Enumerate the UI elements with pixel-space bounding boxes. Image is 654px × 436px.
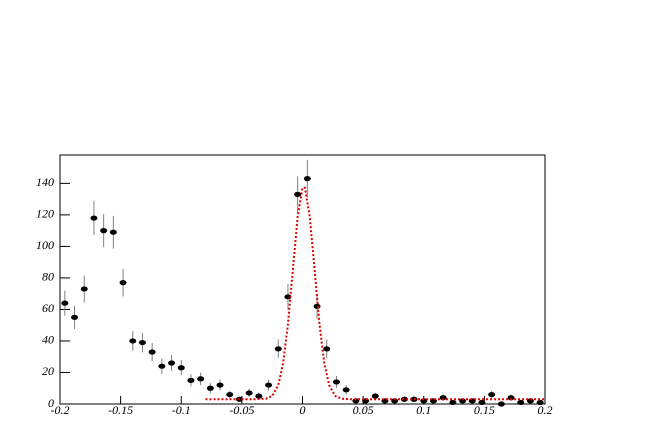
y-tick-label: 60: [42, 301, 54, 315]
data-point: [187, 377, 195, 383]
data-point: [459, 398, 467, 404]
x-tick-label: 0.05: [353, 403, 374, 417]
data-point: [274, 346, 282, 352]
data-point: [148, 349, 156, 355]
data-point: [197, 376, 205, 382]
y-tick-label: 0: [48, 396, 54, 410]
x-tick-label: 0: [300, 403, 306, 417]
data-point: [61, 300, 69, 306]
data-point: [342, 387, 350, 393]
data-point: [168, 360, 176, 366]
y-tick-label: 40: [42, 333, 54, 347]
y-tick-label: 20: [42, 364, 54, 378]
data-point: [507, 395, 515, 401]
plot-frame: [59, 154, 546, 405]
y-tick-label: 100: [36, 238, 54, 252]
data-point: [284, 294, 292, 300]
x-tick-label: 0.2: [538, 403, 553, 417]
data-point: [216, 382, 224, 388]
data-point: [226, 391, 234, 398]
fit-curve: [205, 186, 545, 401]
x-tick-label: 0.1: [416, 403, 431, 417]
data-point: [265, 382, 273, 388]
data-point: [391, 398, 399, 404]
data-point: [488, 391, 496, 398]
data-point: [129, 338, 137, 344]
data-point: [303, 176, 311, 182]
data-point: [177, 365, 185, 371]
y-tick-label: 80: [42, 270, 54, 284]
data-point: [109, 229, 117, 235]
data-point: [371, 393, 379, 399]
y-tick-label: 140: [36, 175, 54, 189]
data-point: [517, 399, 525, 406]
data-point: [80, 286, 88, 292]
data-point: [245, 390, 253, 396]
data-point: [90, 215, 98, 221]
x-tick-label: -0.2: [51, 403, 70, 417]
data-point: [410, 396, 418, 402]
data-point: [420, 398, 428, 404]
data-point: [138, 339, 146, 346]
data-point: [526, 398, 534, 404]
data-point: [158, 363, 166, 369]
data-point: [439, 395, 447, 401]
data-point: [400, 396, 408, 402]
data-point: [255, 393, 263, 399]
data-point: [323, 346, 331, 352]
data-point: [294, 191, 302, 197]
data-point: [449, 399, 457, 406]
data-point: [100, 228, 108, 234]
x-tick-label: -0.15: [108, 403, 133, 417]
y-tick-label: 120: [36, 207, 54, 221]
data-point: [497, 401, 505, 407]
data-point: [71, 314, 79, 320]
x-tick-label: 0.15: [474, 403, 495, 417]
data-point: [332, 379, 340, 385]
x-tick-label: -0.1: [172, 403, 191, 417]
data-point: [478, 399, 486, 406]
data-point: [536, 399, 544, 406]
data-point: [206, 385, 214, 391]
x-tick-label: -0.05: [229, 403, 254, 417]
data-point: [119, 280, 127, 286]
